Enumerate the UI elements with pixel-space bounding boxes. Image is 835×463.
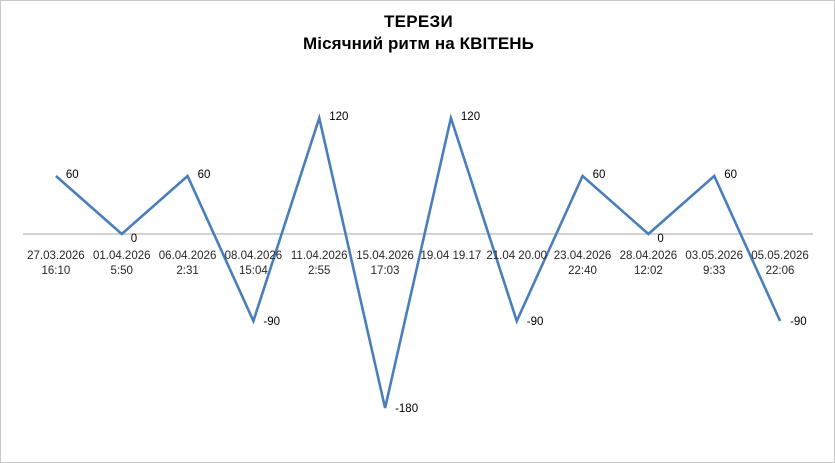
category-label: 05.05.2026 22:06 — [747, 249, 813, 278]
category-label-date: 21.04 20.00 — [486, 250, 548, 262]
category-label: 01.04.2026 5:50 — [89, 249, 155, 278]
data-point-label: -90 — [790, 316, 807, 328]
category-label-time: 17:03 — [370, 264, 400, 277]
category-label-time: 2:31 — [176, 264, 199, 277]
category-label-time: 12:02 — [633, 264, 663, 277]
category-label: 19.04 19.17 — [418, 249, 484, 278]
data-point-label: 60 — [592, 169, 606, 181]
category-label-date: 28.04.2026 — [619, 250, 678, 262]
data-point-label: 0 — [130, 233, 138, 245]
category-label-date: 01.04.2026 — [92, 250, 151, 262]
data-point-label: -180 — [395, 403, 419, 415]
category-label: 15.04.2026 17:03 — [352, 249, 418, 278]
category-label: 27.03.2026 16:10 — [23, 249, 89, 278]
category-label-date: 03.05.2026 — [685, 250, 743, 262]
category-label-time: 2:55 — [308, 264, 331, 277]
category-label-date: 08.04.2026 — [224, 250, 283, 262]
data-point-label: 60 — [65, 169, 79, 181]
category-label-date: 19.04 19.17 — [420, 250, 482, 262]
category-label: 11.04.2026 2:55 — [286, 249, 352, 278]
category-label: 06.04.2026 2:31 — [155, 249, 221, 278]
category-label-date: 05.05.2026 — [751, 250, 809, 262]
chart-title-block: ТЕРЕЗИ Місячний ритм на КВІТЕНЬ — [1, 11, 834, 55]
category-label-date: 23.04.2026 — [553, 250, 612, 262]
category-label-date: 27.03.2026 — [27, 250, 85, 262]
category-label-time: 16:10 — [41, 264, 71, 277]
category-label-date: 15.04.2026 — [356, 250, 414, 262]
category-label-time: 9:33 — [703, 264, 726, 277]
category-label-time: 5:50 — [110, 264, 133, 277]
data-point-label: -90 — [263, 316, 281, 328]
category-label: 08.04.2026 15:04 — [220, 249, 286, 278]
category-label-time: 22:06 — [765, 264, 795, 277]
data-point-label: 60 — [197, 169, 211, 181]
data-point-label: 120 — [460, 111, 481, 123]
category-label: 03.05.2026 9:33 — [681, 249, 747, 278]
category-label-time: 15:04 — [239, 264, 268, 277]
data-point-label: 120 — [329, 111, 349, 123]
chart-title: ТЕРЕЗИ — [383, 12, 454, 31]
category-label: 28.04.2026 12:02 — [615, 249, 681, 278]
data-point-label: 0 — [657, 233, 664, 245]
category-label: 23.04.2026 22:40 — [550, 249, 616, 278]
data-series-line — [55, 113, 782, 409]
category-label-time: 22:40 — [568, 264, 597, 277]
data-point-label: -90 — [526, 316, 544, 328]
category-label-date: 06.04.2026 — [158, 250, 217, 262]
data-point-label: 60 — [724, 169, 738, 181]
chart-subtitle: Місячний ритм на КВІТЕНЬ — [303, 33, 534, 53]
category-label-date: 11.04.2026 — [290, 250, 348, 262]
category-label: 21.04 20.00 — [484, 249, 550, 278]
category-axis-labels: 27.03.2026 16:10 01.04.2026 5:50 06.04.2026 2… — [23, 249, 813, 278]
